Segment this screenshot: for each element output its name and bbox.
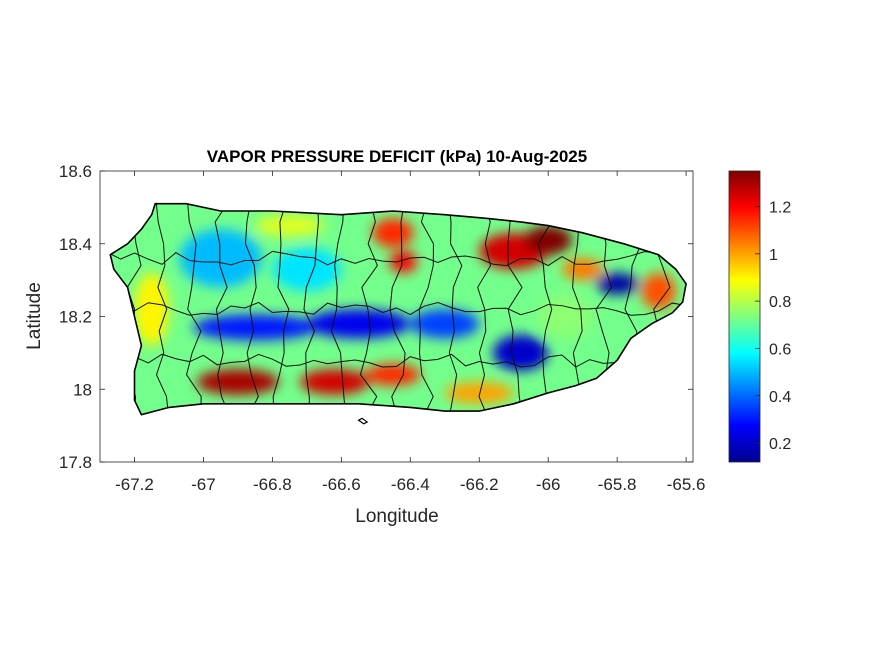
vpd-anomaly [365,363,421,386]
municipality-boundary [244,203,259,415]
colorbar-tick-label: 0.2 [769,436,791,453]
vpd-anomaly [561,258,604,281]
vpd-anomaly [524,225,573,255]
x-tick-label: -65.6 [667,475,706,494]
municipality-boundary [447,203,463,415]
colorbar: 0.2 0.4 0.6 0.8 1 1.2 [728,170,791,463]
colorbar-tick-label: 1.2 [769,199,791,216]
vpd-anomaly [389,251,418,273]
y-tick-label: 18 [73,380,92,399]
municipality-boundary [214,203,232,415]
island-outline [109,202,687,416]
colorbar-tick-label: 0.8 [769,294,791,311]
x-tick-label: -66.6 [322,475,361,494]
vpd-anomaly [255,214,325,237]
vpd-anomaly [134,272,169,346]
vpd-anomaly [444,381,514,404]
colorbar-tick-label: 0.6 [769,341,791,358]
islet-outline [357,417,369,425]
vpd-anomaly [372,218,414,248]
vpd-anomaly [299,369,369,395]
x-tick-label: -66 [536,475,561,494]
colorbar-ticks: 0.2 0.4 0.6 0.8 1 1.2 [755,199,791,453]
municipality-boundary [330,203,347,415]
municipality-boundary [110,301,687,316]
vpd-anomaly [493,334,549,372]
y-axis-label: Latitude [24,282,45,350]
municipality-boundary [389,203,406,415]
municipality-boundary [303,203,319,415]
map-layer [109,202,687,425]
x-axis-label: Longitude [355,506,438,527]
x-tick-label: -65.8 [598,475,637,494]
chart-title: VAPOR PRESSURE DEFICIT (kPa) 10-Aug-2025 [207,147,587,166]
vpd-anomaly [193,314,318,341]
y-tick-label: 18.2 [59,308,92,327]
x-tick-label: -66.2 [460,475,499,494]
colorbar-gradient [728,170,761,463]
vpd-anomaly [179,229,263,288]
y-tick-label: 17.8 [59,453,92,472]
x-tick-label: -67 [191,475,216,494]
vpd-anomaly [272,247,342,292]
x-tick-label: -66.8 [253,475,292,494]
municipality-boundary [186,203,202,415]
vpd-anomaly [641,272,676,310]
vpd-anomaly [410,309,480,339]
y-axis: 17.8 18 18.2 18.4 18.6 [59,162,693,472]
vpd-anomaly [596,272,638,295]
y-tick-label: 18.6 [59,162,92,181]
colorbar-tick-label: 1 [769,247,778,264]
municipality-boundary [155,203,170,415]
vpd-anomaly [537,294,594,339]
y-tick-label: 18.4 [59,235,92,254]
municipality-boundary [536,203,553,415]
municipality-boundary [110,353,687,368]
municipality-boundary [110,250,687,267]
x-tick-label: -67.2 [115,475,154,494]
vpd-anomaly [196,369,280,395]
x-tick-label: -66.4 [391,475,430,494]
municipality-boundary [272,203,290,415]
municipality-boundary [477,203,492,415]
x-axis: -67.2 -67 -66.8 -66.6 -66.4 -66.2 -66 -65.8 -65.… [115,171,705,494]
colorbar-tick-label: 0.4 [769,389,791,406]
municipality-boundary [359,203,378,415]
vpd-anomaly [306,309,411,339]
